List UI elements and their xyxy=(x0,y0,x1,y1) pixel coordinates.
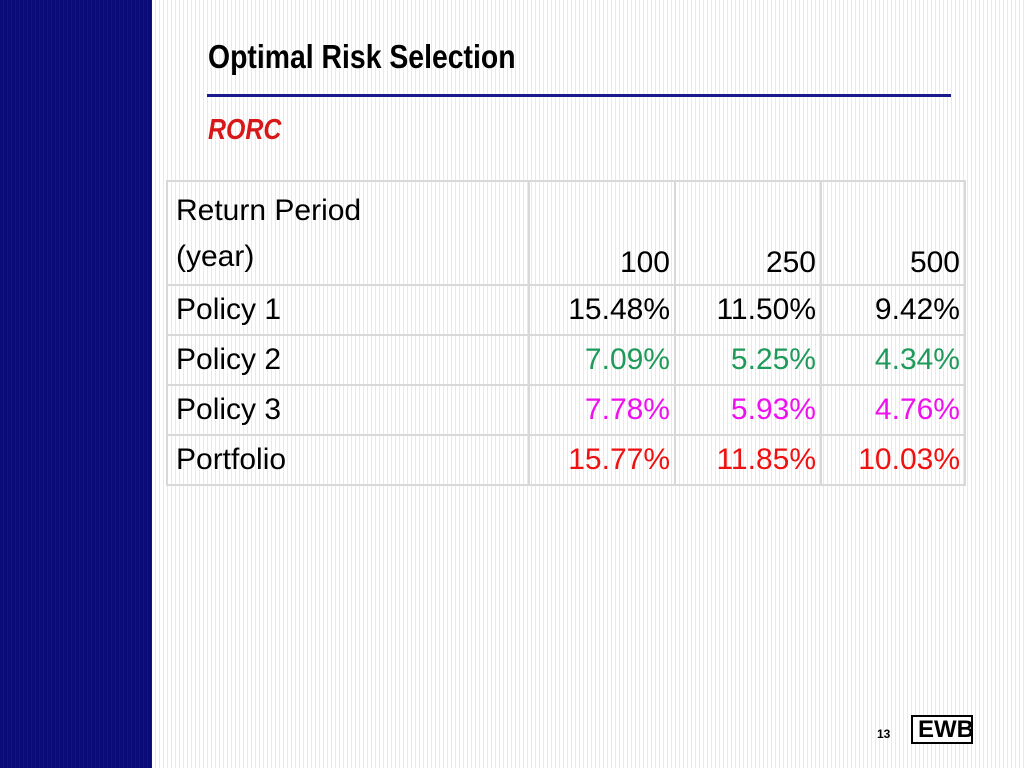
slide-title: Optimal Risk Selection xyxy=(208,38,516,75)
table-row-policy-1: Policy 1 15.48% 11.50% 9.42% xyxy=(166,284,966,336)
table-cell: 5.25% xyxy=(674,334,822,386)
header-label-line2: (year) xyxy=(176,240,255,273)
rorc-table: Return Period (year) 100 250 500 Policy 1… xyxy=(166,180,966,486)
table-cell: 11.85% xyxy=(674,434,822,486)
slide-subtitle: RORC xyxy=(208,114,282,146)
table-cell: 4.34% xyxy=(820,334,966,386)
header-label-line1: Return Period xyxy=(176,194,362,227)
table-cell: 15.48% xyxy=(528,284,676,336)
row-label: Policy 2 xyxy=(166,334,530,386)
header-period-250: 250 xyxy=(674,180,822,286)
table-cell: 5.93% xyxy=(674,384,822,436)
table-row-policy-3: Policy 3 7.78% 5.93% 4.76% xyxy=(166,384,966,436)
table-cell: 7.78% xyxy=(528,384,676,436)
header-label-cell: Return Period (year) xyxy=(166,180,530,286)
table-row-policy-2: Policy 2 7.09% 5.25% 4.34% xyxy=(166,334,966,386)
table-header-row: Return Period (year) 100 250 500 xyxy=(166,180,966,286)
sidebar-band xyxy=(0,0,152,768)
table-cell: 11.50% xyxy=(674,284,822,336)
header-period-100: 100 xyxy=(528,180,676,286)
table-cell: 7.09% xyxy=(528,334,676,386)
logo-text: EWB xyxy=(918,716,974,743)
table-cell: 15.77% xyxy=(528,434,676,486)
company-logo xyxy=(911,715,973,744)
title-divider xyxy=(207,94,951,97)
table-row-portfolio: Portfolio 15.77% 11.85% 10.03% xyxy=(166,434,966,486)
table-cell: 4.76% xyxy=(820,384,966,436)
table-cell: 10.03% xyxy=(820,434,966,486)
page-number: 13 xyxy=(877,727,891,741)
table-cell: 9.42% xyxy=(820,284,966,336)
row-label: Policy 1 xyxy=(166,284,530,336)
header-period-500: 500 xyxy=(820,180,966,286)
row-label: Policy 3 xyxy=(166,384,530,436)
row-label: Portfolio xyxy=(166,434,530,486)
